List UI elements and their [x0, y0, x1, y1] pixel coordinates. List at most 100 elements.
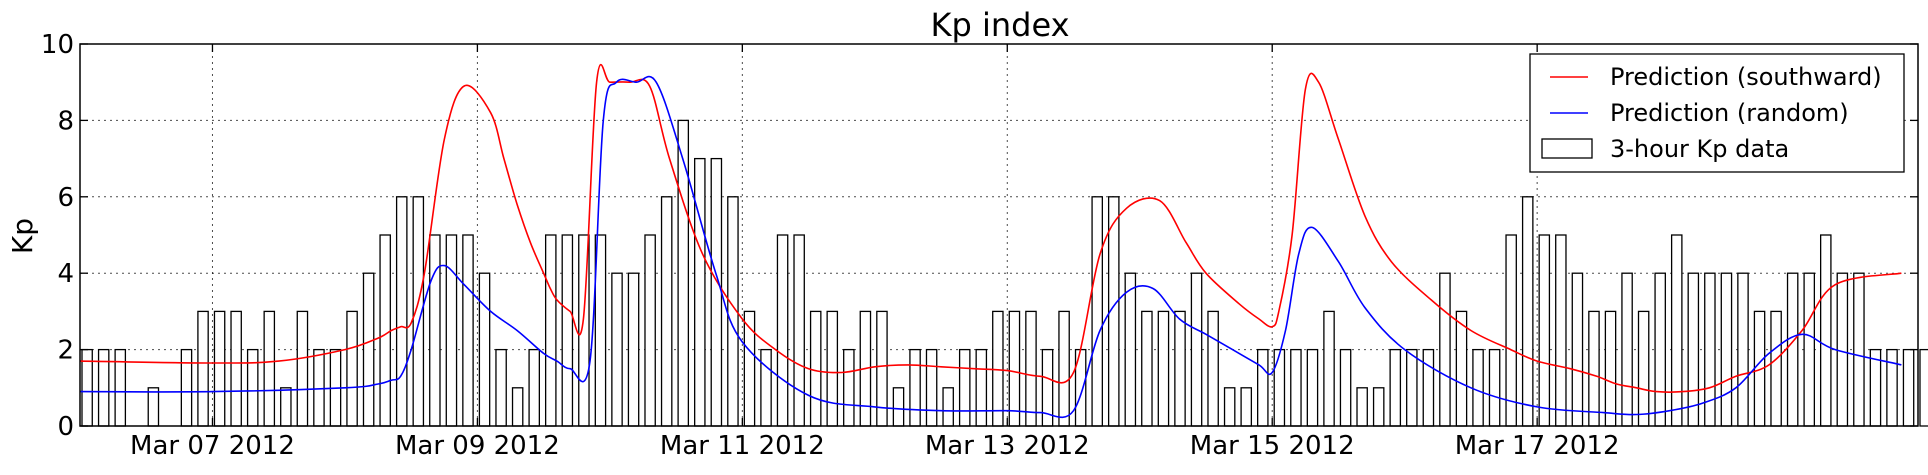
kp-bar — [1886, 348, 1898, 427]
x-tick-label: Mar 11 2012 — [660, 431, 825, 461]
kp-bar — [1290, 348, 1302, 427]
kp-bar — [263, 310, 276, 427]
kp-bar — [1521, 196, 1534, 427]
kp-bar — [710, 157, 723, 427]
kp-bar — [1538, 234, 1551, 427]
legend-label: Prediction (southward) — [1610, 63, 1882, 91]
kp-bar — [246, 348, 259, 427]
kp-bar — [1025, 310, 1037, 427]
kp-bar — [1223, 387, 1236, 427]
legend: Prediction (southward) Prediction (random… — [1529, 53, 1905, 173]
kp-bar — [1621, 272, 1633, 427]
kp-bar — [313, 348, 325, 427]
kp-bar — [1273, 348, 1286, 427]
kp-bar — [280, 387, 292, 427]
prediction-lines — [79, 63, 1902, 419]
kp-bar — [1058, 310, 1070, 427]
kp-bar — [1439, 272, 1451, 427]
kp-bar — [611, 272, 623, 427]
kp-bar — [197, 310, 209, 427]
kp-bar — [793, 234, 805, 427]
kp-bar — [1356, 387, 1368, 427]
kp-bar — [992, 310, 1004, 427]
x-tick-label: Mar 17 2012 — [1455, 431, 1620, 461]
kp-bars — [81, 119, 1928, 427]
plot-frame — [79, 43, 1919, 427]
kp-bar — [1174, 310, 1186, 427]
kp-bar — [1853, 272, 1865, 427]
kp-bar — [1124, 272, 1137, 427]
kp-bar — [1588, 310, 1600, 427]
kp-bar — [544, 234, 557, 427]
kp-bar — [1406, 348, 1418, 427]
kp-bar — [1555, 234, 1567, 427]
y-tick-label: 10 — [41, 30, 74, 60]
y-tick-label: 8 — [57, 106, 74, 136]
axes: 0 2 4 6 8 10 Mar 07 2012 Mar 09 2012 Mar 11 2012… — [41, 30, 1918, 461]
legend-kp-swatch — [1541, 138, 1593, 159]
prediction-southward-line — [79, 63, 1902, 393]
kp-bar — [975, 348, 988, 427]
kp-bar — [296, 310, 309, 427]
kp-bar — [213, 310, 226, 427]
kp-bar — [677, 119, 690, 427]
kp-bar — [147, 387, 160, 427]
kp-bar — [1836, 272, 1849, 427]
kp-bar — [395, 196, 408, 427]
kp-bar — [511, 387, 524, 427]
kp-bar — [660, 196, 673, 427]
x-tick-label: Mar 15 2012 — [1190, 431, 1355, 461]
kp-bar — [826, 310, 839, 427]
x-tick-label: Mar 07 2012 — [130, 431, 295, 461]
kp-bar — [1372, 387, 1385, 427]
kp-bar — [1306, 348, 1319, 427]
kp-bar — [627, 272, 640, 427]
kp-bar — [1157, 310, 1170, 427]
kp-bar — [1505, 234, 1517, 427]
kp-bar — [1323, 310, 1335, 427]
kp-bar — [942, 387, 954, 427]
chart-title: Kp index — [930, 6, 1069, 44]
y-tick-label: 2 — [57, 336, 74, 366]
kp-bar — [958, 348, 971, 427]
kp-bar — [1455, 310, 1468, 427]
kp-bar — [478, 272, 491, 427]
kp-bar — [1472, 348, 1484, 427]
kp-bar — [1422, 348, 1435, 427]
kp-bar — [1008, 310, 1021, 427]
y-axis-label: Kp — [6, 218, 39, 254]
kp-bar — [1571, 272, 1584, 427]
kp-bar — [1091, 196, 1103, 427]
kp-bar — [379, 234, 391, 427]
kp-bar — [1141, 310, 1153, 427]
kp-bar — [809, 310, 822, 427]
kp-bar — [694, 157, 706, 427]
x-tick-label: Mar 09 2012 — [395, 431, 560, 461]
kp-bar — [462, 234, 474, 427]
kp-bar — [925, 348, 938, 427]
kp-bar — [1257, 348, 1269, 427]
kp-bar — [495, 348, 507, 427]
kp-bar — [1869, 348, 1882, 427]
kp-bar — [1819, 234, 1832, 427]
kp-bar — [1488, 348, 1501, 427]
kp-bar — [362, 272, 375, 427]
kp-bar — [1720, 272, 1733, 427]
y-tick-label: 0 — [57, 412, 74, 442]
kp-bar — [1670, 234, 1683, 427]
kp-bar — [1389, 348, 1402, 427]
legend-label: Prediction (random) — [1610, 99, 1849, 127]
kp-bar — [346, 310, 358, 427]
kp-bar — [760, 348, 772, 427]
kp-bar — [1737, 272, 1749, 427]
y-tick-label: 4 — [57, 259, 74, 289]
kp-bar — [644, 234, 656, 427]
kp-bar — [843, 348, 855, 427]
kp-bar — [1786, 272, 1799, 427]
kp-bar — [1919, 348, 1928, 427]
kp-bar — [1637, 310, 1650, 427]
kp-bar — [1803, 272, 1816, 427]
kp-bar — [1207, 310, 1219, 427]
kp-bar — [528, 348, 540, 427]
